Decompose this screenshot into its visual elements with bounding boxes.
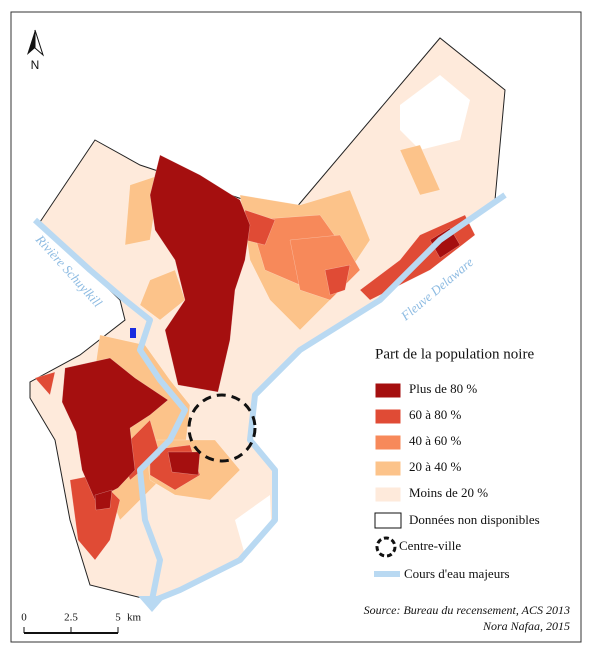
north-arrow-shape (27, 30, 35, 55)
legend-label: Plus de 80 % (409, 381, 477, 396)
map-area (139, 269, 186, 321)
map-area (167, 451, 201, 476)
map-area (94, 489, 113, 511)
no-data-area (400, 75, 470, 150)
legend-swatch (374, 512, 402, 529)
map-area (399, 144, 441, 196)
map-area (61, 357, 169, 501)
map-frame (10, 11, 582, 643)
legend-swatch (374, 408, 402, 425)
scale-unit: km (127, 612, 142, 624)
scale-label: 5 (115, 612, 121, 624)
river-arrow (138, 596, 166, 612)
legend-label: Moins de 20 % (409, 485, 488, 500)
legend-swatch (374, 382, 402, 399)
rivers (32, 192, 507, 612)
river (153, 192, 507, 603)
legend-title: Part de la population noire (375, 346, 534, 362)
legend-swatch (374, 434, 402, 451)
north-arrow: N (27, 29, 45, 72)
source-text: Nora Nafaa, 2015 (482, 619, 570, 633)
north-label: N (31, 58, 40, 72)
legend-label: 20 à 40 % (409, 459, 462, 474)
scale-label: 0 (21, 612, 27, 624)
source-text: Source: Bureau du recensement, ACS 2013 (364, 603, 570, 617)
map-area (324, 264, 351, 296)
legend-label: Cours d'eau majeurs (404, 566, 510, 581)
scale-label: 2.5 (64, 612, 78, 624)
map-area (429, 227, 461, 259)
water-body (130, 328, 136, 338)
legend-swatch (374, 460, 402, 477)
map-area (149, 154, 251, 393)
legend-label: 40 à 60 % (409, 433, 462, 448)
legend-label: 60 à 80 % (409, 407, 462, 422)
river (32, 217, 188, 601)
legend-symbol (375, 536, 397, 558)
north-arrow-shape (34, 29, 45, 57)
centre-ville-circle (187, 393, 257, 463)
legend-label: Données non disponibles (409, 512, 540, 527)
legend-swatch (374, 486, 402, 503)
legend-label: Centre-ville (399, 538, 461, 553)
map-area (34, 371, 56, 396)
no-data-area (235, 495, 272, 555)
